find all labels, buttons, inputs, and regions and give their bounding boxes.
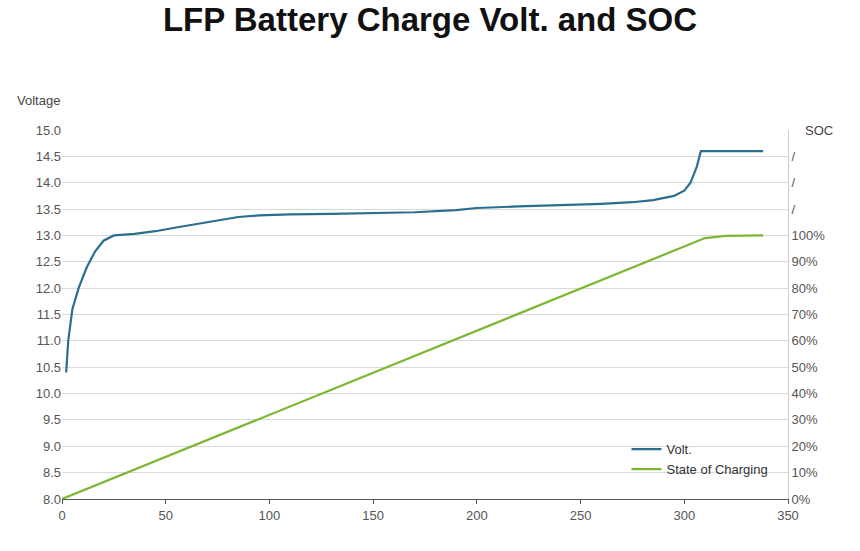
svg-text:14.5: 14.5 [36, 149, 61, 164]
svg-text:12.5: 12.5 [36, 254, 61, 269]
svg-text:9.0: 9.0 [43, 439, 61, 454]
svg-text:Volt.: Volt. [666, 442, 691, 457]
svg-text:60%: 60% [792, 333, 818, 348]
svg-text:150: 150 [362, 508, 384, 523]
svg-text:10%: 10% [792, 465, 818, 480]
svg-text:8.0: 8.0 [43, 492, 61, 507]
svg-text:/: / [792, 175, 796, 190]
svg-text:14.0: 14.0 [36, 175, 61, 190]
svg-text:/: / [792, 149, 796, 164]
svg-text:State of Charging: State of Charging [666, 462, 767, 477]
svg-text:SOC: SOC [805, 123, 833, 138]
svg-text:350: 350 [777, 508, 799, 523]
svg-text:100: 100 [259, 508, 281, 523]
svg-text:10.5: 10.5 [36, 360, 61, 375]
svg-text:70%: 70% [792, 307, 818, 322]
svg-text:8.5: 8.5 [43, 465, 61, 480]
svg-text:/: / [792, 202, 796, 217]
svg-text:90%: 90% [792, 254, 818, 269]
svg-text:Voltage: Voltage [17, 93, 60, 108]
svg-text:10.0: 10.0 [36, 386, 61, 401]
svg-text:300: 300 [673, 508, 695, 523]
svg-text:11.0: 11.0 [37, 333, 61, 348]
svg-text:40%: 40% [792, 386, 818, 401]
svg-text:13.5: 13.5 [36, 202, 61, 217]
svg-text:80%: 80% [792, 281, 818, 296]
svg-text:50%: 50% [792, 360, 818, 375]
svg-text:100%: 100% [792, 228, 826, 243]
svg-text:15.0: 15.0 [36, 123, 61, 138]
svg-text:0%: 0% [792, 492, 811, 507]
svg-text:9.5: 9.5 [43, 412, 61, 427]
svg-text:250: 250 [570, 508, 592, 523]
svg-text:30%: 30% [792, 412, 818, 427]
svg-text:50: 50 [158, 508, 172, 523]
svg-text:LFP Battery Charge Volt. and S: LFP Battery Charge Volt. and SOC [163, 1, 697, 38]
svg-text:200: 200 [466, 508, 488, 523]
svg-text:12.0: 12.0 [36, 281, 61, 296]
svg-text:20%: 20% [792, 439, 818, 454]
svg-text:11.5: 11.5 [37, 307, 61, 322]
svg-text:13.0: 13.0 [36, 228, 61, 243]
svg-text:0: 0 [58, 508, 65, 523]
